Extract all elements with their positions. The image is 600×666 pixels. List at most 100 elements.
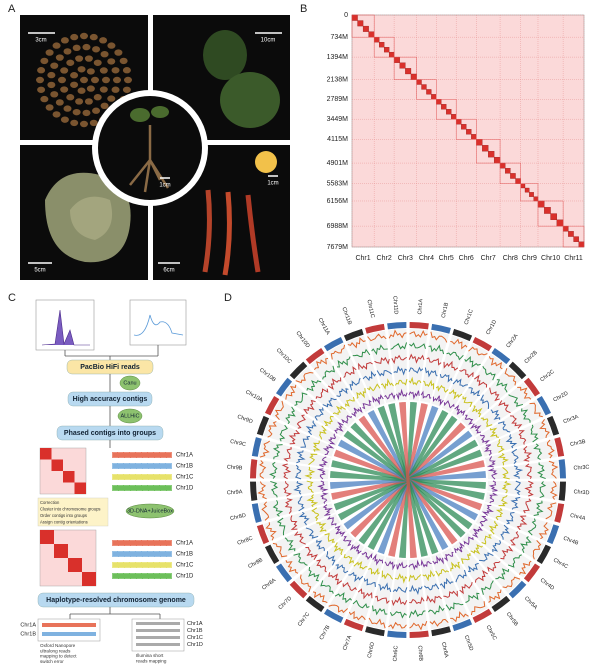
track-line — [470, 601, 486, 616]
track-line — [305, 527, 319, 539]
track-line — [272, 444, 283, 460]
chromosome-label: Chr5D — [463, 635, 474, 652]
track-line — [305, 420, 317, 436]
track-line — [432, 395, 444, 406]
chromosome-label: Chr1A — [417, 298, 424, 314]
panel-b: 0 734M 1394M 2138M 2789M 3449M 4115M 4901M 5583M… — [327, 12, 585, 262]
track-line — [439, 577, 454, 590]
contact-block — [466, 129, 472, 135]
track-line — [326, 551, 336, 566]
note-line: Cluster into chromosome groups — [40, 507, 101, 512]
chromosome-outline — [351, 14, 375, 38]
track-line — [261, 501, 270, 521]
track-line — [500, 545, 514, 560]
track-line — [372, 553, 384, 566]
track-line — [384, 392, 396, 400]
contact-block — [505, 168, 511, 174]
track-line — [294, 392, 308, 406]
track-background — [420, 556, 450, 630]
ont-bar — [42, 632, 96, 636]
track-line — [388, 621, 407, 630]
seed — [102, 76, 110, 84]
track-line — [514, 480, 521, 496]
seed — [122, 86, 131, 93]
hap-label: Chr1D — [187, 642, 203, 648]
panel-label: D — [224, 292, 232, 304]
contact-block — [357, 20, 364, 27]
track-line — [283, 481, 292, 497]
track-line — [516, 515, 528, 531]
chromosome-label: Chr10B — [258, 367, 277, 383]
plant-leaf — [151, 106, 169, 118]
notes-box — [37, 497, 109, 527]
chromosome-label: Chr4A — [569, 513, 586, 522]
track-background — [481, 503, 553, 542]
track-background — [481, 418, 553, 457]
ideogram — [558, 481, 566, 501]
track-line — [293, 552, 308, 566]
ideogram — [536, 544, 552, 565]
contact-block — [568, 231, 574, 237]
y-tick-label: 734M — [330, 34, 348, 41]
contact-block — [421, 84, 427, 90]
seed — [77, 87, 86, 94]
track-line — [439, 373, 453, 383]
track-line — [529, 402, 543, 418]
chromosome-label: Chr5A — [523, 596, 539, 612]
track-line — [312, 440, 321, 452]
seed — [72, 44, 81, 52]
track-line — [462, 396, 473, 407]
track-line — [312, 591, 328, 604]
track-line — [349, 544, 362, 555]
track-line — [537, 462, 546, 480]
track-line — [316, 522, 327, 533]
chromosome-label: Chr8B — [247, 557, 264, 570]
seed — [99, 67, 108, 74]
track-line — [455, 569, 467, 583]
leaf — [220, 72, 280, 128]
track-line — [296, 414, 306, 429]
track-line — [257, 481, 267, 500]
track-line — [308, 567, 320, 582]
ideogram — [264, 395, 280, 416]
contact-block — [362, 25, 369, 32]
track-line — [423, 379, 435, 390]
track-line — [454, 404, 466, 416]
track-line — [267, 421, 277, 438]
track-line — [539, 419, 550, 439]
track-line — [533, 443, 543, 460]
ideogram — [275, 563, 293, 583]
contact-block — [393, 56, 400, 63]
contact-block — [550, 213, 557, 220]
chromosome-label: Chr6D — [367, 642, 376, 659]
track-line — [532, 540, 542, 560]
chromosome-label: Chr6B — [416, 645, 423, 661]
track-line — [505, 511, 515, 525]
chromosome-label: Chr5C — [485, 624, 498, 641]
track-line — [334, 592, 352, 604]
contact-block — [482, 145, 489, 152]
track-line — [479, 434, 491, 444]
track-line — [498, 421, 511, 433]
ideogram — [365, 626, 385, 637]
track-line — [351, 406, 363, 417]
track-line — [348, 571, 364, 583]
chromosome-label: Chr9B — [227, 465, 243, 472]
contact-block — [520, 183, 526, 189]
chromosome-label: Chr4C — [552, 557, 569, 570]
contact-block — [510, 173, 516, 179]
track-line — [409, 596, 425, 604]
panel-c: PacBio HiFi reads Canu High accuracy conti… — [20, 299, 203, 664]
seed — [45, 104, 54, 111]
track-line — [311, 507, 320, 521]
track-line — [388, 329, 407, 339]
track-line — [426, 357, 442, 366]
ideogram — [536, 395, 552, 416]
track-line — [297, 496, 305, 512]
track-line — [389, 611, 407, 619]
chromosome-label: Chr11D — [391, 296, 398, 315]
track-line — [513, 465, 524, 479]
track-line — [446, 351, 464, 361]
track-line — [285, 406, 296, 425]
synteny-ribbon — [399, 402, 417, 558]
